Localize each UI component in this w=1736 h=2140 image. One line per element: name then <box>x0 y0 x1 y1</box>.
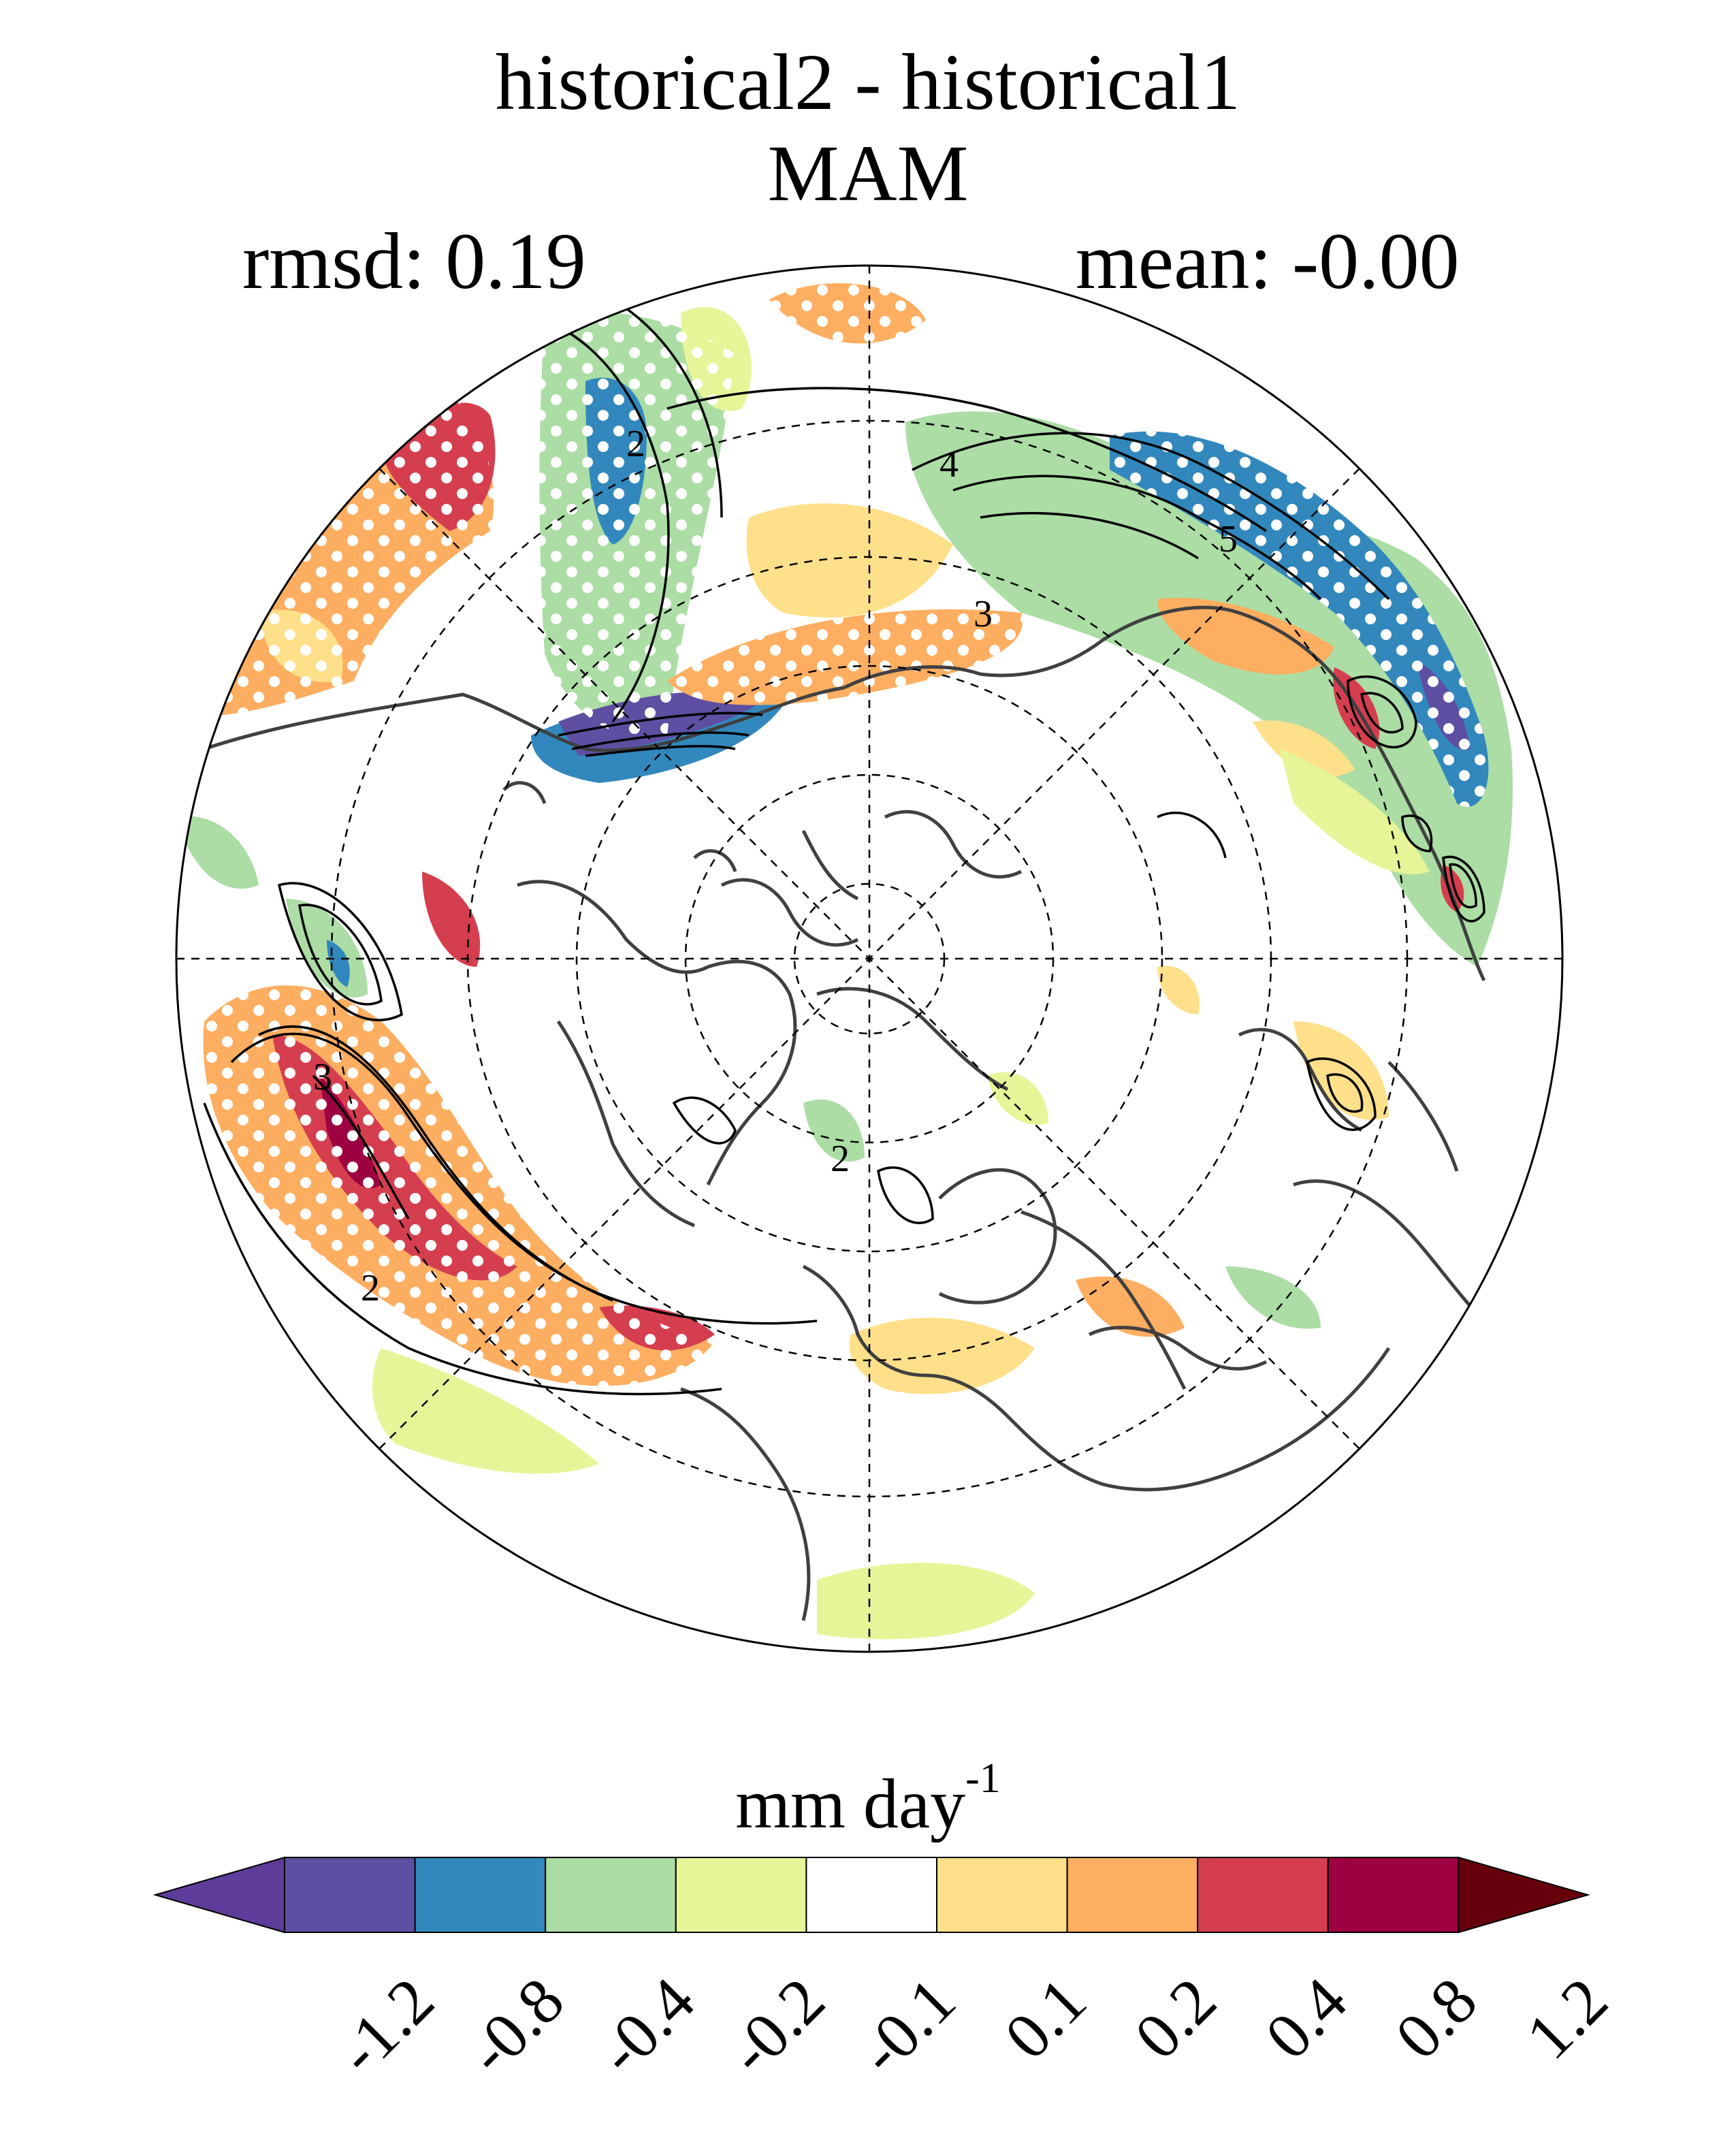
map-boundary <box>175 264 1564 1653</box>
coastlines <box>204 605 1486 1621</box>
units-base: mm day <box>735 1765 966 1843</box>
contour-label: 3 <box>313 1056 332 1098</box>
colorbar-box <box>414 1857 547 1933</box>
colorbar-arrow-high <box>1458 1856 1590 1934</box>
contour-label: 4 <box>939 443 959 485</box>
colorbar-box <box>1066 1857 1199 1933</box>
contour-label: 2 <box>361 1267 380 1309</box>
units-label: mm day-1 <box>0 1757 1736 1840</box>
colorbar-box <box>675 1857 807 1933</box>
colorbar-box <box>1327 1857 1460 1933</box>
map-title: historical2 - historical1 <box>495 37 1241 127</box>
mean-label: mean: -0.00 <box>1076 217 1460 306</box>
contours <box>203 298 1485 1396</box>
rmsd-label: rmsd: 0.19 <box>242 217 586 306</box>
contour-label: 2 <box>626 423 645 465</box>
contour-label: 3 <box>974 593 993 635</box>
graticule <box>176 266 1562 1652</box>
units-exponent: -1 <box>965 1755 1001 1802</box>
season-label: MAM <box>767 129 969 218</box>
colorbar-box <box>805 1857 938 1933</box>
contour-label: 5 <box>1219 518 1238 560</box>
colorbar-box <box>1197 1857 1329 1933</box>
colorbar <box>152 1856 1590 1934</box>
contour-label: 2 <box>831 1138 850 1180</box>
colorbar-box <box>284 1857 416 1933</box>
colorbar-box <box>545 1857 677 1933</box>
colorbar-arrow-low <box>152 1856 285 1934</box>
colorbar-box <box>936 1857 1068 1933</box>
